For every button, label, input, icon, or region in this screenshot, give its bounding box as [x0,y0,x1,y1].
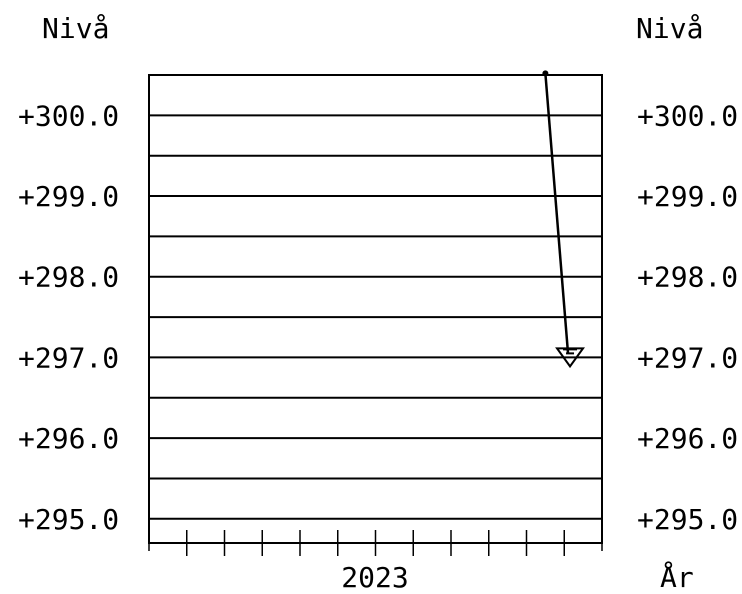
series-line [542,70,585,369]
y-tick-label-left: +298.0 [18,261,119,294]
y-tick-label-right: +295.0 [637,503,738,536]
y-tick-label-left: +300.0 [18,99,119,132]
y-tick-label-left: +297.0 [18,341,119,374]
y-tick-label-left: +295.0 [18,503,119,536]
x-tick-label-year: 2023 [341,561,408,594]
series-segment [544,73,570,354]
x-minor-ticks [148,530,603,556]
y-tick-label-right: +296.0 [637,422,738,455]
y-axis-label-left: Nivå [42,12,109,45]
data-point-start [542,70,549,77]
y-tick-labels-right: +295.0 +296.0 +297.0 +298.0 +299.0 +300.0 [637,99,738,535]
y-tick-label-left: +299.0 [18,180,119,213]
y-tick-label-right: +297.0 [637,341,738,374]
grid-lines [149,74,602,520]
y-tick-labels-left: +295.0 +296.0 +297.0 +298.0 +299.0 +300.0 [18,99,119,535]
y-tick-label-right: +298.0 [637,261,738,294]
plot-frame [148,74,603,544]
y-axis-label-right: Nivå [636,12,703,45]
x-axis-label: År [660,560,694,594]
y-tick-label-right: +300.0 [637,99,738,132]
y-tick-label-left: +296.0 [18,422,119,455]
y-tick-label-right: +299.0 [637,180,738,213]
